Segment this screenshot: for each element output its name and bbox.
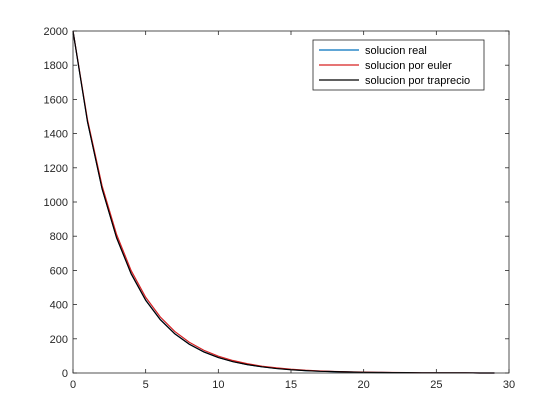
legend-label-1: solucion real: [365, 45, 427, 57]
y-tick-label: 1200: [44, 163, 68, 175]
x-tick-label: 0: [70, 379, 76, 391]
x-tick-label: 10: [212, 379, 224, 391]
y-tick-label: 1800: [44, 60, 68, 72]
y-tick-label: 1000: [44, 197, 68, 209]
x-tick-label: 5: [143, 379, 149, 391]
y-tick-label: 1600: [44, 94, 68, 106]
axes-layer: 0 5 10 15 20 25 30 0 200 400 600 800 1000 1200 1400 160…: [44, 26, 516, 391]
x-tick-label: 25: [430, 379, 442, 391]
y-tick-label: 800: [50, 231, 68, 243]
y-tick-label: 200: [50, 334, 68, 346]
legend: solucion real solucion por euler solucion …: [312, 39, 485, 91]
legend-label-3: solucion por traprecio: [365, 75, 470, 87]
y-tick-label: 0: [62, 368, 68, 380]
y-tick-label: 600: [50, 265, 68, 277]
y-tick-label: 1400: [44, 129, 68, 141]
x-tick-label: 15: [285, 379, 297, 391]
x-tick-label: 20: [358, 379, 370, 391]
y-tick-label: 2000: [44, 26, 68, 38]
legend-label-2: solucion por euler: [365, 60, 452, 72]
x-tick-label: 30: [503, 379, 515, 391]
y-tick-label: 400: [50, 300, 68, 312]
